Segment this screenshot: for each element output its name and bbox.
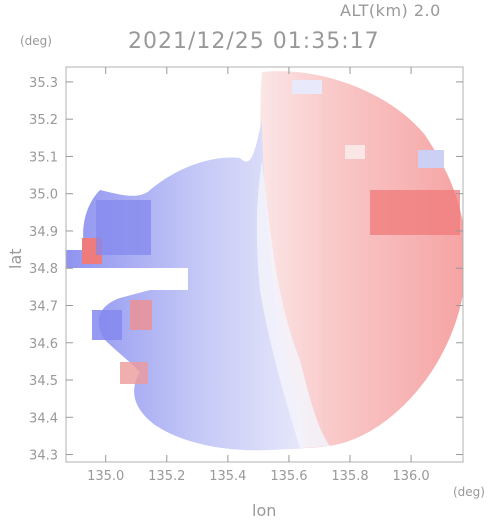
echo-patch	[120, 362, 148, 384]
y-axis-name: lat	[6, 248, 25, 269]
echo-patch	[345, 145, 365, 159]
timestamp-title: 2021/12/25 01:35:17	[128, 29, 380, 54]
x-tick-label: 135.4	[209, 469, 246, 484]
echo-patch	[96, 200, 151, 255]
receding-echo-region	[260, 71, 463, 448]
x-axis-name: lon	[252, 501, 276, 520]
x-tick-label: 135.2	[148, 469, 185, 484]
y-tick-label: 34.4	[29, 411, 58, 426]
echo-patch	[292, 80, 322, 94]
x-tick-label: 135.6	[270, 469, 307, 484]
y-tick-label: 34.5	[29, 374, 58, 389]
y-tick-label: 34.6	[29, 337, 58, 352]
radar-echo-field	[66, 71, 463, 451]
x-tick-label: 135.0	[87, 469, 124, 484]
echo-patch	[130, 300, 152, 330]
y-tick-label: 34.8	[29, 262, 58, 277]
y-tick-label: 35.2	[29, 113, 58, 128]
x-unit-label: (deg)	[453, 485, 485, 499]
plot-frame	[65, 66, 464, 463]
x-axis: 135.0 135.2 135.4 135.6 135.8 136.0	[87, 67, 430, 484]
y-tick-label: 34.7	[29, 299, 58, 314]
y-tick-label: 34.3	[29, 449, 58, 464]
x-tick-label: 136.0	[392, 469, 429, 484]
echo-patch	[418, 150, 444, 168]
y-axis: 34.3 34.4 34.5 34.6 34.7 34.8 34.9 35.0 35.1 35.2…	[29, 76, 463, 464]
y-unit-label: (deg)	[20, 34, 52, 48]
x-tick-label: 135.8	[331, 469, 368, 484]
y-tick-label: 35.3	[29, 76, 58, 91]
y-tick-label: 35.1	[29, 150, 58, 165]
near-zero-band	[256, 160, 330, 448]
y-tick-label: 34.9	[29, 225, 58, 240]
altitude-label: ALT(km) 2.0	[340, 1, 441, 20]
echo-patch	[370, 190, 460, 235]
blank-sector	[66, 268, 188, 288]
y-tick-label: 35.0	[29, 188, 58, 203]
echo-patch	[92, 310, 122, 340]
